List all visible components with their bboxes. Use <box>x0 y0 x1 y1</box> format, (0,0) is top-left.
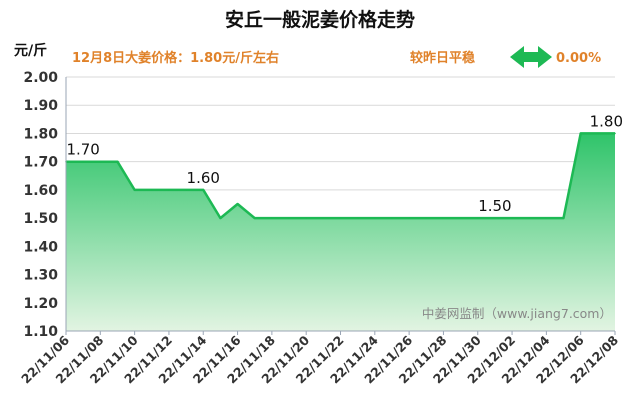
data-point <box>528 217 530 219</box>
y-tick-label: 2.00 <box>23 70 58 86</box>
data-point <box>236 203 239 205</box>
data-labels: 1.70 1.60 1.50 1.80 <box>66 112 623 215</box>
data-point <box>339 217 342 219</box>
data-point <box>322 217 325 219</box>
data-point <box>597 132 599 135</box>
data-point <box>477 217 479 219</box>
data-point <box>408 217 410 219</box>
data-point <box>305 217 308 219</box>
y-tick-label: 1.70 <box>23 155 58 171</box>
area-fill <box>66 133 615 331</box>
watermark: 中姜网监制（www.jiang7.com） <box>422 306 612 321</box>
y-tick-label: 1.10 <box>23 324 58 340</box>
data-point <box>288 217 290 219</box>
data-point <box>168 189 170 191</box>
data-point <box>133 189 136 191</box>
y-tick-label: 1.50 <box>23 211 58 227</box>
data-point <box>374 217 376 219</box>
price-info-text: 12月8日大姜价格：1.80元/斤左右 <box>72 50 279 66</box>
y-tick-label: 1.80 <box>23 126 58 142</box>
data-point <box>391 217 393 219</box>
change-percent: 0.00% <box>556 51 601 66</box>
data-point <box>442 217 445 219</box>
data-point <box>614 132 616 135</box>
data-point <box>202 189 205 191</box>
data-point <box>99 160 102 163</box>
data-label: 1.70 <box>66 141 99 159</box>
data-point <box>82 160 84 163</box>
data-point <box>271 217 273 219</box>
y-tick-label: 1.40 <box>23 239 58 255</box>
y-tick-label: 1.30 <box>23 268 58 284</box>
y-axis-ticks: 1.10 1.20 1.30 1.40 1.50 1.60 1.70 1.80 1.90 2.00 <box>23 70 58 340</box>
data-label: 1.80 <box>590 112 623 130</box>
data-point <box>579 132 582 135</box>
data-point <box>494 217 496 219</box>
data-point <box>356 217 359 219</box>
y-tick-label: 1.90 <box>23 98 58 114</box>
y-tick-label: 1.20 <box>23 296 58 312</box>
double-arrow-icon <box>510 46 552 68</box>
compare-text: 较昨日平稳 <box>410 50 475 66</box>
data-point <box>545 217 548 219</box>
data-point <box>116 160 119 163</box>
x-axis-ticks: 22/11/0622/11/0822/11/1022/11/1222/11/14… <box>18 331 621 386</box>
data-point <box>425 217 428 219</box>
data-point <box>253 217 256 219</box>
area-series <box>65 132 616 331</box>
data-point <box>459 217 462 219</box>
data-label: 1.60 <box>187 169 220 187</box>
y-axis-unit: 元/斤 <box>14 42 47 59</box>
data-point <box>151 189 153 191</box>
data-point <box>185 189 187 191</box>
data-point <box>219 217 222 219</box>
data-label: 1.50 <box>478 197 511 215</box>
y-tick-label: 1.60 <box>23 183 58 199</box>
data-point <box>562 217 565 219</box>
data-point <box>511 217 513 219</box>
chart-title: 安丘一般泥姜价格走势 <box>225 8 415 31</box>
